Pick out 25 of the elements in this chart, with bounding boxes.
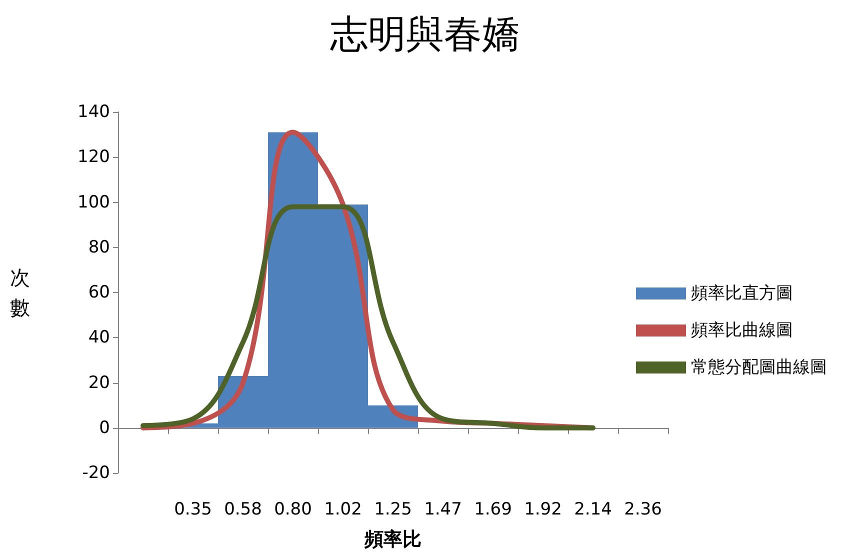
x-tick-label: 0.80 [274,500,312,520]
y-tick-label: 40 [88,328,110,348]
x-tick-label: 2.36 [624,500,662,520]
x-tick-label: 1.69 [474,500,512,520]
x-tick-label: 1.47 [424,500,462,520]
legend-label: 常態分配圖曲線圖 [691,358,827,378]
y-tick-label: 60 [88,282,110,302]
y-tick-label: 0 [99,418,110,438]
y-tick-label: 120 [78,147,110,168]
x-tick-label: 1.92 [524,500,562,520]
x-axis-title: 頻率比 [364,528,422,550]
y-tick-label: 140 [78,102,110,122]
x-tick-label: 2.14 [574,500,612,520]
chart-title: 志明與春嬌 [330,12,520,56]
x-tick-label: 0.35 [174,500,212,520]
y-tick-label: 20 [88,372,110,393]
x-tick-label: 0.58 [224,500,262,520]
y-axis-title: 次數 [10,266,30,320]
y-tick-label: -20 [82,463,110,483]
legend-label: 頻率比直方圖 [691,284,793,304]
legend-label: 頻率比曲線圖 [691,320,793,340]
y-tick-label: 80 [88,237,110,258]
y-tick-label: 100 [78,192,110,212]
x-tick-label: 1.02 [324,500,362,520]
x-tick-label: 1.25 [374,500,412,520]
